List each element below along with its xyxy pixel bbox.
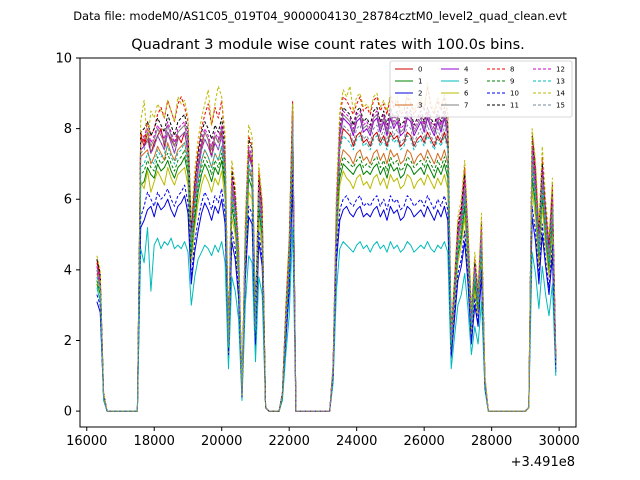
legend-label-9: 9 <box>510 78 514 86</box>
series-line-12 <box>96 110 557 412</box>
legend-label-14: 14 <box>556 90 565 98</box>
legend-label-2: 2 <box>418 90 422 98</box>
y-tick-label: 4 <box>64 263 72 278</box>
legend-label-3: 3 <box>418 102 422 110</box>
x-tick-label: 30000 <box>538 434 579 449</box>
y-tick-label: 8 <box>64 122 72 137</box>
series-layer <box>96 82 557 412</box>
legend-label-1: 1 <box>418 78 422 86</box>
legend-label-5: 5 <box>464 78 468 86</box>
x-tick-label: 16000 <box>66 434 107 449</box>
legend-label-0: 0 <box>418 66 422 74</box>
legend-label-7: 7 <box>464 102 468 110</box>
y-tick-label: 6 <box>64 193 72 208</box>
chart-title: Quadrant 3 module wise count rates with … <box>131 37 525 53</box>
y-tick-label: 2 <box>64 334 72 349</box>
figure-suptitle: Data file: modeM0/AS1C05_019T04_90000041… <box>73 9 567 23</box>
plot-frame <box>79 57 577 428</box>
x-tick-label: 22000 <box>269 434 310 449</box>
legend-label-13: 13 <box>556 78 565 86</box>
x-tick-label: 18000 <box>134 434 175 449</box>
series-line-15 <box>96 121 557 412</box>
legend-label-11: 11 <box>510 102 519 110</box>
x-tick-label: 24000 <box>336 434 377 449</box>
y-tick-label: 10 <box>55 52 72 67</box>
x-offset-label: +3.491e8 <box>511 455 575 470</box>
legend-label-6: 6 <box>464 90 469 98</box>
x-tick-label: 20000 <box>201 434 242 449</box>
legend-label-8: 8 <box>510 66 514 74</box>
y-tick-label: 0 <box>64 405 72 420</box>
legend-label-12: 12 <box>556 66 565 74</box>
x-axis: 16000 18000 20000 22000 24000 26000 28000 30000 <box>66 427 580 449</box>
legend-label-10: 10 <box>510 90 519 98</box>
legend-label-15: 15 <box>556 102 565 110</box>
legend-frame <box>389 60 573 118</box>
x-tick-label: 26000 <box>403 434 444 449</box>
legend-label-4: 4 <box>464 66 469 74</box>
x-tick-label: 28000 <box>471 434 512 449</box>
y-axis: 0 2 4 6 8 10 <box>55 52 80 420</box>
series-line-11 <box>96 103 557 412</box>
